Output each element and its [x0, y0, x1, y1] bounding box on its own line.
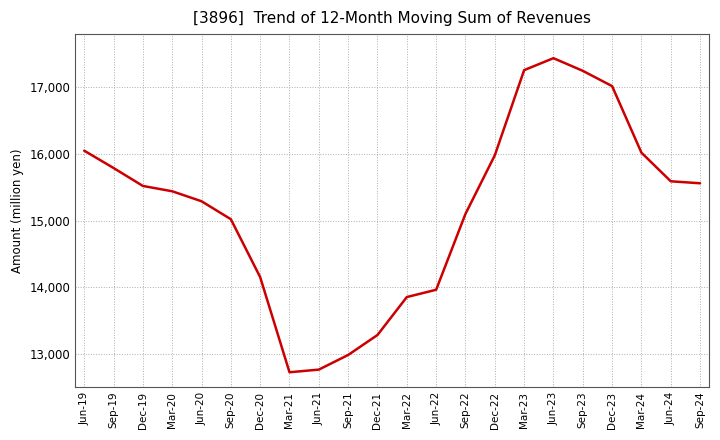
Y-axis label: Amount (million yen): Amount (million yen) [11, 148, 24, 273]
Title: [3896]  Trend of 12-Month Moving Sum of Revenues: [3896] Trend of 12-Month Moving Sum of R… [193, 11, 591, 26]
